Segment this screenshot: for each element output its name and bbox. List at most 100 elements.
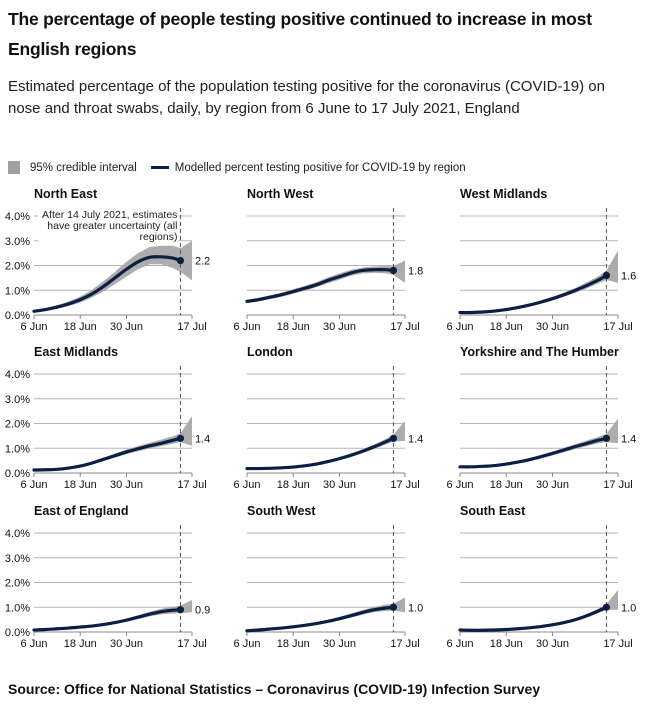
x-tick-label: 30 Jun xyxy=(323,479,356,491)
chart-title: The percentage of people testing positiv… xyxy=(8,9,592,59)
y-tick-label: 1.0% xyxy=(5,443,30,455)
x-tick-label: 17 Jul xyxy=(603,321,632,333)
y-tick-label: 1.0% xyxy=(5,602,30,614)
panel-east-of-england: East of England 0.0% 1.0% 2.0% 3.0% 4.0% 6 Jun… xyxy=(5,504,210,650)
x-tick-label: 18 Jun xyxy=(277,321,310,333)
x-tick-label: 6 Jun xyxy=(447,321,474,333)
x-tick-label: 17 Jul xyxy=(390,321,419,333)
endpoint-value-label: 1.4 xyxy=(621,433,636,445)
annotation-background xyxy=(38,206,179,244)
panel-london: London 6 Jun 18 Jun 30 Jun 17 Jul 1.4 xyxy=(234,345,424,491)
x-tick-label: 18 Jun xyxy=(490,638,523,650)
x-tick-label: 6 Jun xyxy=(21,479,48,491)
x-tick-label: 18 Jun xyxy=(490,321,523,333)
x-tick-label: 17 Jul xyxy=(603,479,632,491)
panel-west-midlands: West Midlands 6 Jun 18 Jun 30 Jun 17 Jul 1.6 xyxy=(447,187,637,333)
x-tick-label: 6 Jun xyxy=(21,321,48,333)
x-tick-label: 18 Jun xyxy=(64,638,97,650)
endpoint-value-label: 1.0 xyxy=(408,602,423,614)
source-note: Source: Office for National Statistics –… xyxy=(8,681,541,697)
modelled-line xyxy=(32,608,183,632)
uncertainty-annotation: have greater uncertainty (all xyxy=(47,220,177,232)
panel-yorkshire-and-the-humber: Yorkshire and The Humber 6 Jun 18 Jun 30 Ju… xyxy=(447,345,637,491)
x-tick-label: 30 Jun xyxy=(323,638,356,650)
y-tick-label: 2.0% xyxy=(5,578,30,590)
endpoint-value-label: 1.4 xyxy=(408,433,423,445)
x-tick-label: 17 Jul xyxy=(603,638,632,650)
x-tick-label: 30 Jun xyxy=(536,321,569,333)
modelled-line xyxy=(458,436,609,469)
chart-subtitle: Estimated percentage of the population t… xyxy=(8,78,605,117)
x-tick-label: 18 Jun xyxy=(490,479,523,491)
panel-title: East Midlands xyxy=(34,345,118,359)
endpoint-value-label: 2.2 xyxy=(195,256,210,268)
y-tick-label: 0.0% xyxy=(5,310,30,322)
y-tick-label: 2.0% xyxy=(5,261,30,273)
uncertainty-annotation: After 14 July 2021, estimates xyxy=(42,209,177,221)
endpoint-marker xyxy=(176,434,185,442)
panel-title: West Midlands xyxy=(460,187,547,201)
x-tick-label: 18 Jun xyxy=(277,479,310,491)
modelled-line xyxy=(32,255,183,313)
endpoint-value-label: 1.4 xyxy=(195,433,210,445)
panel-north-east: North East 0.0% 1.0% 2.0% 3.0% 4.0% 6 Jun 18 Ju… xyxy=(5,187,210,333)
credible-interval-band xyxy=(247,421,405,470)
panel-title: London xyxy=(247,345,293,359)
x-tick-label: 30 Jun xyxy=(536,638,569,650)
panel-east-midlands: East Midlands 0.0% 1.0% 2.0% 3.0% 4.0% 6 Jun 18… xyxy=(5,345,210,491)
modelled-line xyxy=(245,268,396,303)
credible-interval-band xyxy=(460,589,618,631)
x-tick-label: 17 Jul xyxy=(177,638,206,650)
y-tick-label: 2.0% xyxy=(5,419,30,431)
endpoint-marker xyxy=(176,256,185,265)
endpoint-marker xyxy=(602,434,611,442)
panel-title: North East xyxy=(34,187,98,201)
endpoint-value-label: 0.9 xyxy=(195,605,210,617)
endpoint-marker xyxy=(602,271,611,279)
credible-interval-band xyxy=(34,240,192,313)
x-tick-label: 30 Jun xyxy=(323,321,356,333)
x-tick-label: 17 Jul xyxy=(390,638,419,650)
modelled-line xyxy=(245,605,396,633)
x-tick-label: 17 Jul xyxy=(177,321,206,333)
y-tick-label: 3.0% xyxy=(5,236,30,248)
endpoint-value-label: 1.6 xyxy=(621,270,636,282)
panel-title: North West xyxy=(247,187,314,201)
endpoint-marker xyxy=(176,606,185,614)
modelled-line-swatch xyxy=(150,166,169,169)
endpoint-marker xyxy=(389,266,398,275)
y-tick-label: 4.0% xyxy=(5,369,30,381)
panel-title: South East xyxy=(460,504,526,518)
modelled-line xyxy=(245,436,396,471)
x-tick-label: 6 Jun xyxy=(21,638,48,650)
x-tick-label: 18 Jun xyxy=(277,638,310,650)
modelled-line xyxy=(458,605,609,632)
y-tick-label: 4.0% xyxy=(5,211,30,223)
x-tick-label: 18 Jun xyxy=(64,321,97,333)
y-tick-label: 0.0% xyxy=(5,627,30,639)
y-tick-label: 3.0% xyxy=(5,553,30,565)
credible-interval-band xyxy=(34,599,192,631)
x-tick-label: 6 Jun xyxy=(234,321,261,333)
modelled-line xyxy=(458,273,609,315)
y-tick-label: 1.0% xyxy=(5,285,30,297)
panel-south-east: South East 6 Jun 18 Jun 30 Jun 17 Jul 1.0 xyxy=(447,504,637,650)
x-tick-label: 6 Jun xyxy=(447,638,474,650)
endpoint-marker xyxy=(602,603,611,611)
x-tick-label: 30 Jun xyxy=(110,321,143,333)
x-tick-label: 18 Jun xyxy=(64,479,97,491)
panel-title: South West xyxy=(247,504,316,518)
x-tick-label: 6 Jun xyxy=(234,638,261,650)
credible-interval-band xyxy=(460,418,618,468)
panel-title: Yorkshire and The Humber xyxy=(460,345,619,359)
endpoint-value-label: 1.0 xyxy=(621,602,636,614)
x-tick-label: 30 Jun xyxy=(110,638,143,650)
y-tick-label: 0.0% xyxy=(5,468,30,480)
modelled-line xyxy=(32,436,183,472)
endpoint-value-label: 1.8 xyxy=(408,265,423,277)
x-tick-label: 30 Jun xyxy=(536,479,569,491)
credible-interval-swatch xyxy=(8,161,20,174)
y-tick-label: 3.0% xyxy=(5,394,30,406)
legend-line-label: Modelled percent testing positive for CO… xyxy=(174,161,466,174)
